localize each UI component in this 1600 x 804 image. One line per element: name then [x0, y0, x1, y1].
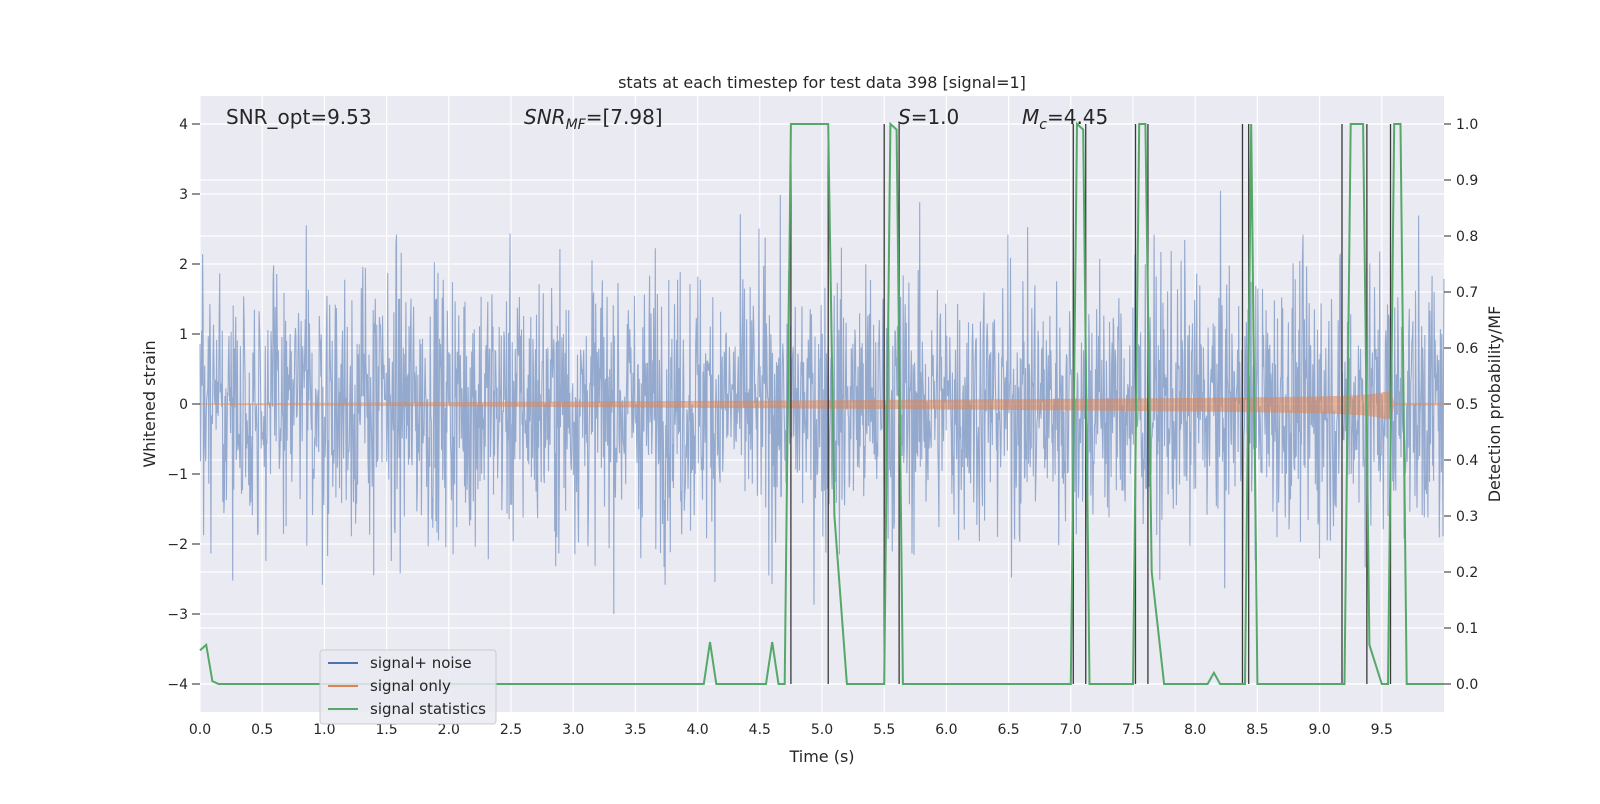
x-tick-label: 0.0	[189, 722, 211, 738]
s-annotation: S=1.0	[898, 105, 959, 129]
x-tick-label: 8.0	[1184, 722, 1206, 738]
legend-box	[319, 649, 497, 725]
snr-mf-annotation: SNRMF=[7.98]	[524, 105, 663, 133]
signal-only-envelope	[200, 391, 1444, 420]
x-tick-label: 6.0	[935, 722, 957, 738]
legend: signal+ noise signal only signal statist…	[319, 649, 497, 725]
right-y-tick-label: 0.4	[1456, 453, 1478, 469]
left-y-tick-label: −2	[167, 537, 188, 553]
s-value: =1.0	[911, 105, 960, 129]
x-tick-label: 4.5	[749, 722, 771, 738]
signal-noise-series	[199, 190, 1445, 615]
mc-sub: c	[1039, 117, 1047, 133]
right-y-tick-label: 0.7	[1456, 285, 1478, 301]
legend-label-signal-only: signal only	[370, 677, 451, 695]
right-y-axis-label: Detection probability/MF	[1485, 306, 1504, 503]
x-tick-label: 9.0	[1308, 722, 1330, 738]
x-tick-label: 9.5	[1371, 722, 1393, 738]
left-y-tick-label: −4	[167, 677, 188, 693]
snr-mf-sub: MF	[566, 117, 587, 133]
left-y-tick-label: −1	[167, 467, 188, 483]
right-y-tick-label: 0.1	[1456, 621, 1478, 637]
x-tick-label: 3.5	[624, 722, 646, 738]
mc-annotation: Mc=4.45	[1022, 105, 1108, 133]
x-tick-label: 6.5	[997, 722, 1019, 738]
left-y-tick-label: 4	[179, 117, 188, 133]
x-axis-label: Time (s)	[788, 747, 854, 766]
right-y-tick-label: 0.6	[1456, 341, 1478, 357]
signal-only-series	[200, 391, 1444, 420]
right-y-tick-label: 0.2	[1456, 565, 1478, 581]
signal-noise-line	[199, 190, 1445, 615]
x-tick-label: 7.0	[1060, 722, 1082, 738]
right-y-tick-label: 0.5	[1456, 397, 1478, 413]
right-y-tick-label: 0.3	[1456, 509, 1478, 525]
x-tick-label: 8.5	[1246, 722, 1268, 738]
x-tick-label: 0.5	[251, 722, 273, 738]
x-tick-label: 1.0	[313, 722, 335, 738]
x-tick-label: 2.0	[438, 722, 460, 738]
x-tick-label: 3.0	[562, 722, 584, 738]
left-y-tick-label: 3	[179, 187, 188, 203]
left-y-tick-label: −3	[167, 607, 188, 623]
right-y-tick-label: 0.0	[1456, 677, 1478, 693]
left-y-tick-label: 0	[179, 397, 188, 413]
x-tick-label: 4.0	[686, 722, 708, 738]
mc-base: M	[1022, 105, 1039, 129]
signal-statistics-line	[199, 121, 1444, 685]
right-y-tick-label: 1.0	[1456, 117, 1478, 133]
right-y-tick-label: 0.8	[1456, 229, 1478, 245]
legend-label-signal-statistics: signal statistics	[370, 700, 486, 718]
right-y-tick-label: 0.9	[1456, 173, 1478, 189]
x-tick-label: 5.0	[811, 722, 833, 738]
mc-value: =4.45	[1047, 105, 1108, 129]
x-tick-label: 2.5	[500, 722, 522, 738]
chart-title: stats at each timestep for test data 398…	[618, 73, 1026, 92]
x-tick-label: 5.5	[873, 722, 895, 738]
x-tick-label: 1.5	[375, 722, 397, 738]
x-tick-label: 7.5	[1122, 722, 1144, 738]
left-y-tick-label: 1	[179, 327, 188, 343]
left-y-axis-label: Whitened strain	[140, 340, 159, 467]
legend-label-signal-noise: signal+ noise	[370, 654, 472, 672]
s-base: S	[898, 105, 911, 129]
signal-statistics-series	[199, 121, 1444, 685]
snr-mf-value: =[7.98]	[586, 105, 663, 129]
tick-labels: 0.0 0.5 1.0 1.5 2.0 2.5 3.0 3.5 4.0 4.5 5.0 5.5 6.0 6…	[167, 117, 1478, 738]
snr-opt-annotation: SNR_opt=9.53	[226, 105, 372, 129]
left-y-tick-label: 2	[179, 257, 188, 273]
snr-mf-base: SNR	[524, 105, 566, 129]
